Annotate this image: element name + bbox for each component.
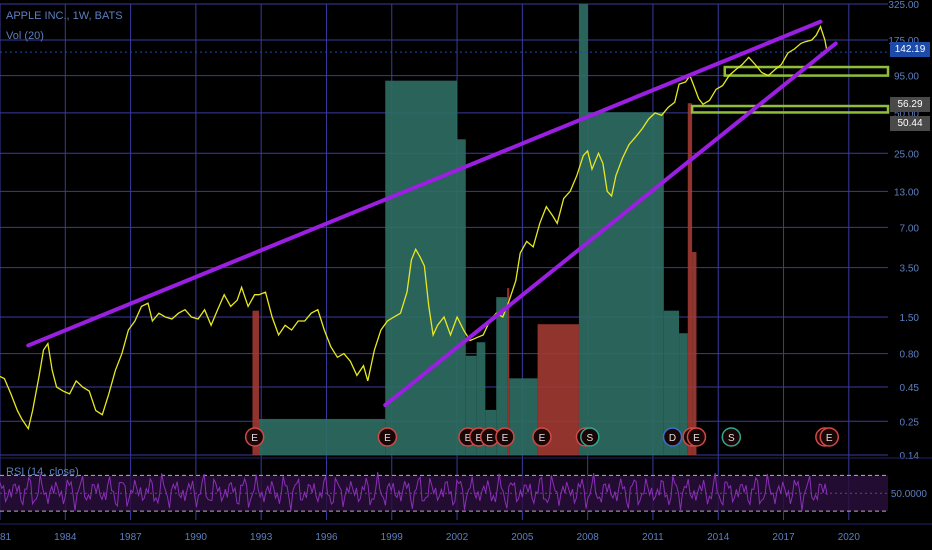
event-marker-label: S	[728, 433, 735, 444]
x-tick-label: 1987	[119, 532, 142, 543]
x-tick-label: 2020	[838, 532, 861, 543]
volume-bar	[476, 342, 486, 455]
last-price-badge: 142.19	[890, 42, 930, 57]
x-tick-label: 1981	[0, 532, 12, 543]
x-tick-label: 1990	[185, 532, 208, 543]
x-tick-label: 1996	[315, 532, 338, 543]
level-a-badge: 56.29	[890, 97, 930, 112]
rsi-indicator-label[interactable]: RSI (14, close)	[6, 466, 79, 478]
volume-bar	[385, 80, 458, 456]
volume-bar	[679, 333, 688, 455]
y-tick-label: 0.80	[900, 350, 920, 361]
event-marker-label: E	[693, 433, 700, 444]
event-marker-earnings	[686, 427, 707, 447]
x-tick-label: 2011	[642, 532, 664, 543]
y-tick-label: 25.00	[894, 149, 919, 160]
volume-bar	[465, 355, 477, 455]
volume-bar	[578, 4, 588, 455]
trendline	[26, 19, 823, 348]
trendline	[383, 41, 838, 408]
event-marker-earnings	[377, 427, 398, 447]
volume-indicator-label[interactable]: Vol (20)	[6, 30, 44, 42]
event-marker-label: D	[669, 433, 676, 444]
event-marker-split	[580, 427, 600, 447]
y-tick-label: 0.14	[900, 451, 920, 462]
y-tick-label: 0.25	[900, 417, 920, 428]
event-marker-dividend	[662, 427, 683, 447]
level-b-badge: 50.44	[890, 116, 930, 131]
y-tick-label: 175.00	[888, 36, 919, 47]
x-tick-label: 1999	[381, 532, 404, 543]
rsi-line	[0, 472, 828, 511]
x-tick-label: 2005	[511, 532, 534, 543]
y-tick-label: 95.00	[894, 72, 919, 83]
event-marker-label: E	[384, 433, 391, 444]
x-tick-label: 1984	[54, 532, 77, 543]
rsi-tick-label: 50.0000	[891, 489, 928, 500]
event-marker-earnings	[244, 427, 265, 447]
event-marker-earnings	[819, 427, 839, 447]
x-tick-label: 2002	[446, 532, 469, 543]
volume-bar	[457, 139, 466, 456]
event-marker-label: E	[251, 433, 258, 444]
event-marker-earnings	[532, 427, 552, 447]
event-marker-label: E	[486, 433, 493, 444]
support-zone	[690, 104, 890, 114]
x-tick-label: 2017	[772, 532, 795, 543]
event-marker-label: E	[465, 433, 472, 444]
volume-bar	[692, 252, 697, 455]
event-marker-label: E	[475, 433, 482, 444]
y-tick-label: 50.00	[894, 109, 919, 120]
event-marker-label: E	[502, 433, 509, 444]
y-tick-label: 0.45	[900, 383, 920, 394]
y-tick-label: 325.00	[888, 0, 919, 11]
price-series-line	[0, 25, 828, 431]
volume-bar	[259, 418, 386, 455]
event-marker-label: S	[586, 433, 593, 444]
y-tick-label: 7.00	[900, 223, 920, 234]
x-tick-label: 1993	[250, 532, 273, 543]
y-tick-label: 13.00	[894, 187, 919, 198]
y-tick-label: 1.50	[900, 313, 920, 324]
event-marker-split	[721, 427, 742, 447]
symbol-title[interactable]: APPLE INC., 1W, BATS	[6, 10, 123, 22]
volume-bar	[687, 103, 693, 455]
volume-bar	[509, 378, 538, 455]
volume-bar	[507, 288, 510, 455]
volume-bar	[252, 310, 259, 455]
volume-bar	[587, 112, 664, 456]
volume-bar	[663, 310, 680, 455]
event-marker-label: E	[826, 433, 833, 444]
event-marker-label: E	[539, 433, 546, 444]
x-tick-label: 2008	[577, 532, 600, 543]
x-tick-label: 2014	[707, 532, 730, 543]
volume-bar	[496, 297, 508, 455]
y-tick-label: 3.50	[900, 264, 920, 275]
event-marker-earnings	[495, 427, 515, 447]
